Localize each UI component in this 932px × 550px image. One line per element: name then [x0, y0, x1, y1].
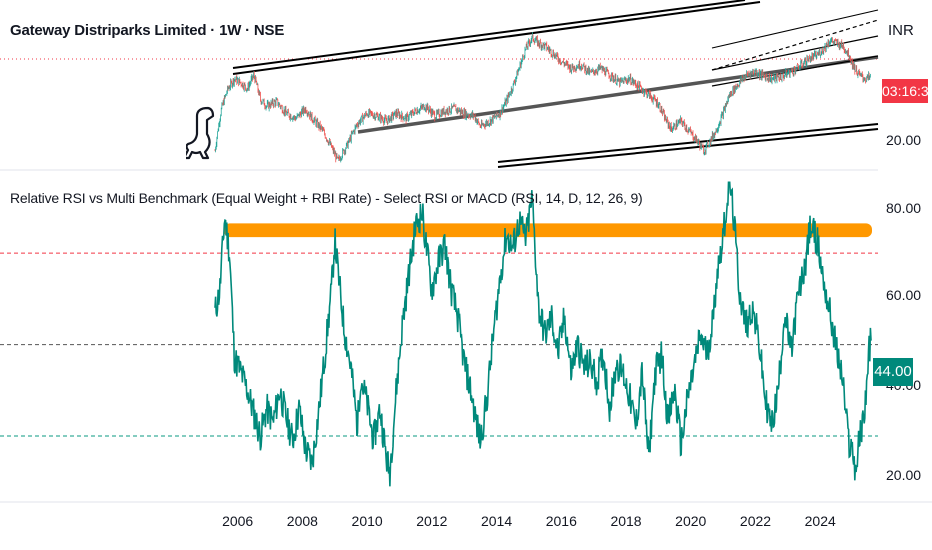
symbol-title[interactable]: Gateway Distriparks Limited · 1W · NSE — [10, 22, 285, 39]
trendline-5 — [711, 9, 879, 49]
x-tick-label-2022: 2022 — [739, 513, 772, 529]
trendline-0 — [232, 0, 746, 69]
trendline-1 — [232, 1, 761, 75]
x-tick-label-2016: 2016 — [545, 513, 577, 529]
x-tick-label-2024: 2024 — [804, 513, 836, 529]
trendline-4 — [497, 128, 879, 168]
x-tick-label-2012: 2012 — [416, 513, 448, 529]
dinosaur-logo-icon — [186, 106, 215, 160]
rsi-highlight-band[interactable] — [224, 223, 872, 238]
rsi-axis-label-60: 60.00 — [886, 287, 922, 303]
x-tick-label-2014: 2014 — [480, 513, 513, 529]
x-tick-label-2020: 2020 — [675, 513, 707, 529]
rsi-last-value-badge: 44.00 — [873, 358, 913, 386]
rsi-reference-lines — [0, 252, 878, 437]
trendline-6 — [711, 35, 879, 71]
price-trendlines[interactable] — [232, 0, 879, 168]
rsi-axis-label-80: 80.00 — [886, 200, 922, 216]
currency-label[interactable]: INR — [888, 22, 914, 39]
rsi-axis-label-20: 20.00 — [886, 467, 922, 483]
trendline-3 — [497, 123, 879, 163]
countdown-badge: 03:16:34 — [882, 79, 932, 103]
rsi-line — [214, 181, 873, 487]
x-tick-label-2018: 2018 — [610, 513, 642, 529]
trendline-dashed — [711, 19, 879, 71]
price-axis-label: 20.00 — [886, 132, 922, 148]
x-tick-label-2010: 2010 — [351, 513, 383, 529]
x-tick-label-2006: 2006 — [222, 513, 254, 529]
price-candles — [214, 32, 871, 163]
indicator-title[interactable]: Relative RSI vs Multi Benchmark (Equal W… — [10, 190, 643, 206]
x-tick-label-2008: 2008 — [286, 513, 318, 529]
